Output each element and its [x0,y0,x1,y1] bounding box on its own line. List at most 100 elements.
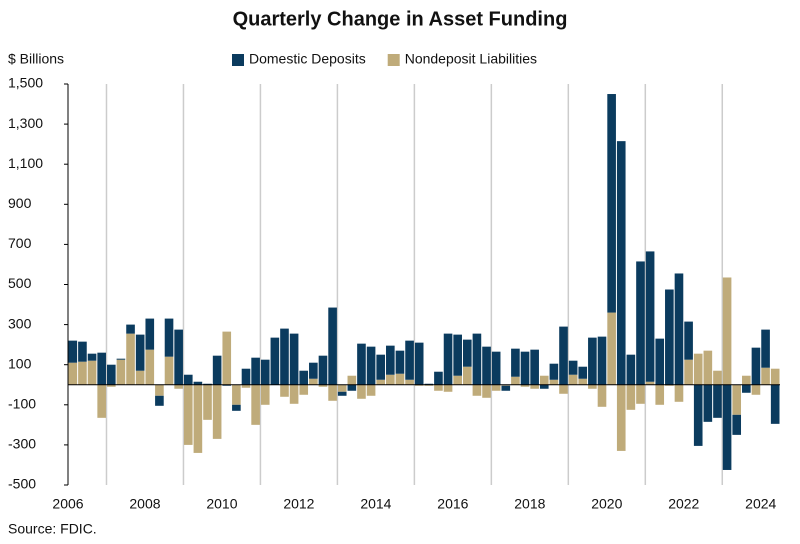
bar [357,384,366,399]
bar [559,384,568,394]
bar [155,395,164,406]
bar [135,370,145,385]
bar [376,379,386,385]
bar [462,339,472,367]
bar [212,384,222,439]
bar [126,333,135,385]
x-tick-label: 2016 [437,496,468,512]
bar [414,384,424,386]
bar [636,261,645,385]
bar [713,370,722,385]
bar [145,318,155,350]
bar [424,383,434,385]
bar [328,307,337,385]
bar [732,414,742,435]
bar [174,384,183,389]
bar [203,383,212,385]
bar [491,384,501,391]
bar [568,360,578,375]
bar [501,385,511,391]
bar [222,384,232,386]
legend-swatch [232,54,244,66]
bar [761,367,770,385]
bar [280,384,289,397]
bar [183,374,193,385]
bar [106,364,116,385]
bar [357,343,366,385]
bar [183,384,193,445]
bar [164,356,174,385]
bar [530,349,539,385]
bar [462,366,472,385]
bar [405,340,414,380]
bar [116,359,126,385]
legend-label: Domestic Deposits [249,51,366,67]
bar [655,338,665,385]
bar [742,375,751,385]
bar [106,384,116,387]
bar [626,384,636,410]
bar [260,359,270,385]
bar [337,391,347,396]
legend-swatch [387,54,400,66]
x-tick-label: 2014 [360,496,391,512]
bar [434,384,443,391]
bar [366,384,376,396]
bar [318,355,328,385]
bar [414,342,424,385]
bar [751,347,761,385]
x-tick-label: 2006 [52,496,83,512]
bar [87,360,97,385]
bar [616,141,626,385]
bar [347,375,357,385]
bar [386,374,395,385]
bar [559,326,568,385]
bar [193,384,203,453]
bar [97,384,106,418]
bar [395,350,405,374]
x-tick-label: 2024 [745,496,776,512]
bar [135,334,145,371]
x-tick-label: 2008 [129,496,160,512]
bar [684,359,693,385]
bar [491,351,501,385]
x-tick-label: 2012 [283,496,314,512]
bar [289,333,299,385]
bar [97,352,106,385]
bar [472,333,482,385]
bar [684,321,693,360]
bar [588,337,597,385]
bar [386,345,395,375]
y-tick-label: -300 [8,436,36,452]
bar [539,375,549,385]
bar [405,379,414,385]
bar [318,384,328,387]
bar [347,384,357,391]
bar [193,381,203,385]
y-tick-label: 1,300 [8,115,43,131]
bar [251,384,260,425]
bar [299,384,309,395]
x-tick-label: 2018 [514,496,545,512]
bar [549,363,559,380]
chart-title: Quarterly Change in Asset Funding [233,8,568,30]
bar [424,384,434,386]
bar [732,384,742,415]
bar [222,331,232,385]
bar [597,384,607,407]
bar [665,289,674,385]
x-tick-label: 2020 [591,496,622,512]
bar [703,350,713,385]
bar [78,341,87,362]
bar [270,337,280,385]
bar [751,384,761,395]
bar [453,375,462,385]
bar [674,273,684,385]
bar [443,333,453,385]
bar [443,384,453,392]
bar [511,348,520,377]
legend-label: Nondeposit Liabilities [405,51,537,67]
bar [674,384,684,402]
bar [568,374,578,385]
